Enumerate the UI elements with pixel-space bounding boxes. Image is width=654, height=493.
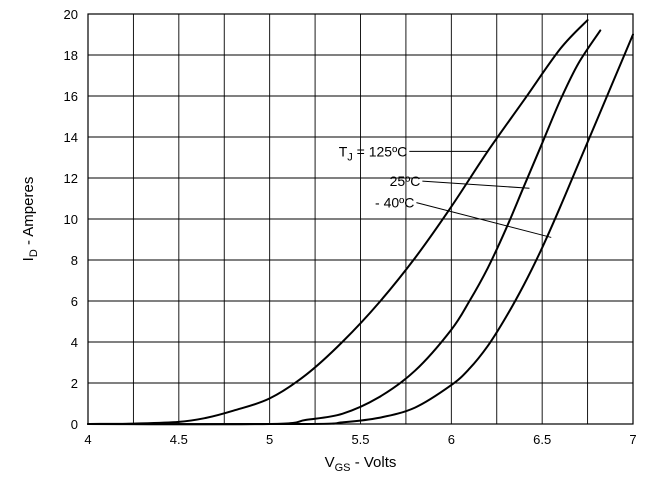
y-tick-label: 12 [64, 171, 78, 186]
y-tick-label: 16 [64, 89, 78, 104]
series-label-2: - 40ºC [375, 195, 414, 211]
leader-line-2 [416, 202, 552, 238]
y-axis-title: ID - Amperes [20, 177, 40, 262]
plot-frame [87, 13, 634, 425]
annotation-labels: TJ = 125ºC 25ºC - 40ºC [339, 143, 421, 210]
series-label-0: TJ = 125ºC [339, 143, 408, 163]
grid [88, 14, 633, 424]
y-tick-label: 6 [71, 294, 78, 309]
annotation-leaders [409, 150, 552, 238]
y-tick-label: 10 [64, 212, 78, 227]
y-tick-label: 14 [64, 130, 78, 145]
series-line-1 [87, 29, 602, 426]
x-tick-label: 4 [84, 432, 91, 447]
series-label-1: 25ºC [390, 173, 421, 189]
series-line-2 [87, 33, 634, 426]
x-axis-title: VGS - Volts [325, 454, 397, 474]
x-tick-label: 6 [448, 432, 455, 447]
y-tick-label: 4 [71, 335, 78, 350]
curves [87, 19, 634, 426]
y-tick-label: 20 [64, 7, 78, 22]
series-line-0 [87, 19, 589, 425]
y-tick-label: 8 [71, 253, 78, 268]
x-tick-label: 4.5 [170, 432, 188, 447]
x-tick-label: 5 [266, 432, 273, 447]
y-tick-label: 18 [64, 48, 78, 63]
x-tick-label: 5.5 [351, 432, 369, 447]
x-tick-label: 7 [629, 432, 636, 447]
y-tick-label: 0 [71, 417, 78, 432]
x-tick-labels: 4 4.5 5 5.5 6 6.5 7 [84, 432, 636, 447]
leader-line-1 [422, 180, 530, 189]
x-tick-label: 6.5 [533, 432, 551, 447]
y-tick-labels: 0 2 4 6 8 10 12 14 16 18 20 [64, 7, 78, 432]
y-tick-label: 2 [71, 376, 78, 391]
